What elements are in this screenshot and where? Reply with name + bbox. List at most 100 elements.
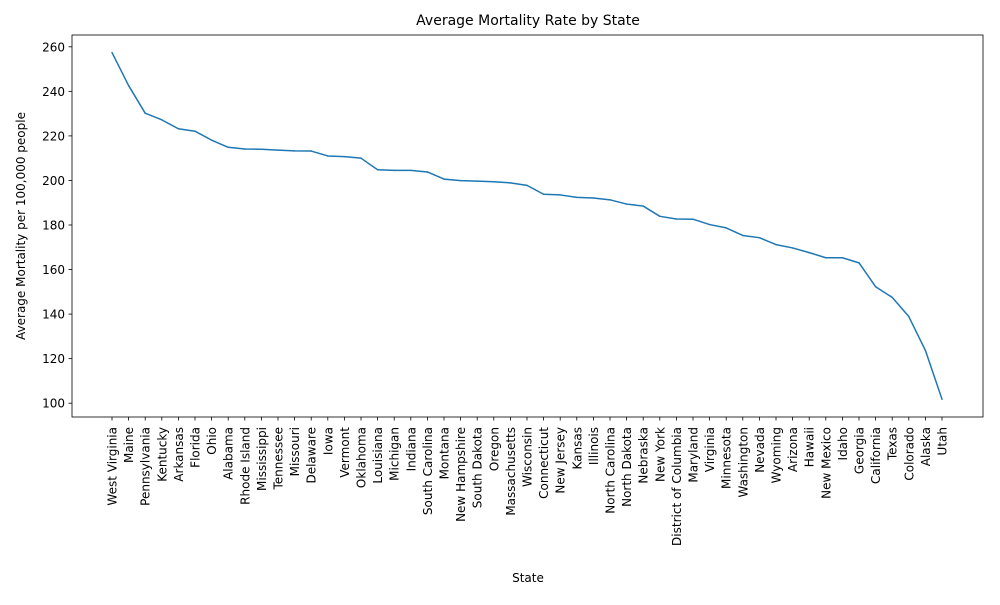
data-point [592,197,595,199]
data-point [194,130,196,132]
x-tick-label: Virginia [703,427,717,472]
y-tick-label: 260 [42,40,65,54]
x-tick-label: North Dakota [620,427,634,507]
x-tick-label: Washington [736,427,750,498]
x-tick-label: Iowa [321,427,335,455]
data-point [841,256,844,259]
data-point [127,84,130,87]
x-tick-label: New Hampshire [454,427,468,522]
x-tick-label: Pennsylvania [139,427,153,506]
data-point [293,150,296,152]
x-tick-label: South Dakota [471,427,485,508]
x-tick-label: Utah [936,427,950,455]
data-point [111,51,113,54]
data-point [692,218,694,220]
x-tick-label: Mississippi [255,427,269,491]
x-tick-label: North Carolina [604,427,618,514]
x-tick-label: Michigan [388,427,402,481]
data-point [908,315,910,318]
x-tick-label: New Mexico [819,427,833,499]
data-point [343,155,346,158]
x-tick-label: Arkansas [172,427,186,482]
x-tick-label: Texas [886,427,900,461]
data-point [376,169,379,171]
data-point [675,218,678,220]
x-tick-label: Hawaii [803,427,817,467]
x-axis-title: State [512,571,544,585]
y-tick-label: 200 [42,174,65,188]
data-point [659,215,661,218]
x-tick-label: Kansas [570,427,584,469]
data-point [360,157,362,159]
data-point [775,243,777,246]
data-point [526,184,528,187]
data-point [393,169,395,172]
x-axis: West Virginia Maine Pennsylvania Kentucky Ar… [106,417,950,546]
data-point [576,196,578,199]
x-tick-label: Wyoming [770,427,784,483]
data-point [459,179,462,182]
x-tick-label: Georgia [853,427,867,474]
y-axis: 100 120 140 160 180 200 220 240 260 [42,40,72,411]
x-tick-label: Oklahoma [355,427,369,488]
x-tick-label: Oregon [487,427,501,471]
x-tick-label: Nevada [753,427,767,473]
x-tick-label: Connecticut [537,427,551,499]
x-tick-label: California [869,427,883,484]
series-line [111,52,943,400]
y-tick-label: 180 [42,218,65,232]
x-tick-label: Minnesota [720,427,734,489]
x-tick-label: Alaska [919,427,933,466]
x-tick-label: Massachusetts [504,427,518,516]
y-tick-label: 240 [42,85,65,99]
data-point [177,128,180,130]
data-point [426,171,429,173]
data-point [476,180,478,182]
x-tick-label: Ohio [205,427,219,455]
x-tick-label: South Carolina [421,427,435,515]
data-point [642,205,644,207]
data-point [244,148,246,150]
data-point [410,169,412,172]
x-tick-label: Kentucky [155,427,169,482]
x-tick-label: Rhode Island [238,427,252,505]
data-point [277,149,279,151]
data-point [493,181,495,183]
x-tick-label: Vermont [338,427,352,478]
data-point [260,148,263,151]
y-tick-label: 140 [42,308,65,322]
data-point [144,112,146,114]
y-tick-label: 100 [42,397,65,411]
x-tick-label: Alabama [222,427,236,480]
data-point [858,262,860,264]
x-tick-label: Delaware [305,427,319,484]
x-tick-label: Illinois [587,427,601,465]
x-tick-label: Colorado [902,427,916,481]
data-point [924,349,927,352]
data-point [891,296,893,299]
x-tick-label: Wisconsin [521,427,535,487]
x-tick-label: Maryland [687,427,701,483]
data-point [625,203,628,205]
data-point [808,251,810,254]
x-tick-label: Arizona [786,427,800,472]
data-point [210,139,213,141]
data-point [310,150,312,152]
data-point [509,182,512,184]
x-tick-label: Florida [189,427,203,468]
y-tick-label: 120 [42,352,65,366]
data-point [791,247,794,249]
y-axis-title: Average Mortality per 100,000 people [14,112,28,340]
data-point [161,119,163,121]
x-tick-label: New Jersey [554,427,568,494]
x-tick-label: Tennessee [272,427,286,491]
data-point [708,223,711,226]
data-point [874,285,877,288]
x-tick-label: Maine [122,427,136,463]
data-point [825,256,827,259]
data-point [227,146,229,149]
data-point [609,199,611,201]
data-point [542,193,545,196]
data-point [559,194,561,196]
